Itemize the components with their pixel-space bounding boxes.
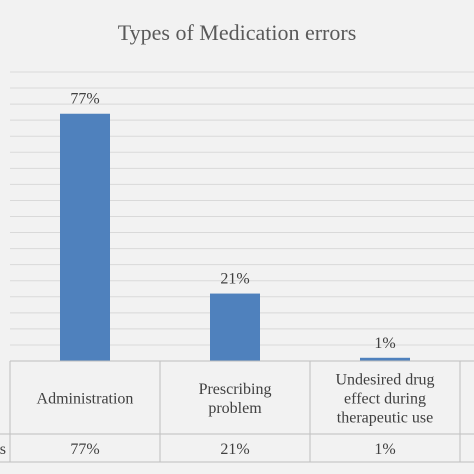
category-label: Undesired drug effect during therapeutic u…	[335, 372, 434, 427]
table-value: 21%	[220, 441, 249, 458]
bar	[210, 293, 260, 361]
data-label: 21%	[220, 271, 249, 288]
data-label: 1%	[374, 335, 395, 352]
table-row-label: s	[0, 441, 6, 458]
bar	[60, 113, 110, 361]
table-value: 1%	[374, 441, 395, 458]
data-table: Administration Prescribing problem Undesire…	[0, 360, 474, 463]
bars	[60, 113, 410, 361]
table-value: 77%	[70, 441, 99, 458]
data-labels: 77% 21% 1%	[70, 91, 395, 352]
category-label: Prescribing problem	[199, 381, 272, 417]
bar	[360, 357, 410, 361]
chart-title: Types of Medication errors	[118, 20, 357, 45]
data-label: 77%	[70, 91, 99, 108]
category-label: Administration	[37, 391, 134, 408]
